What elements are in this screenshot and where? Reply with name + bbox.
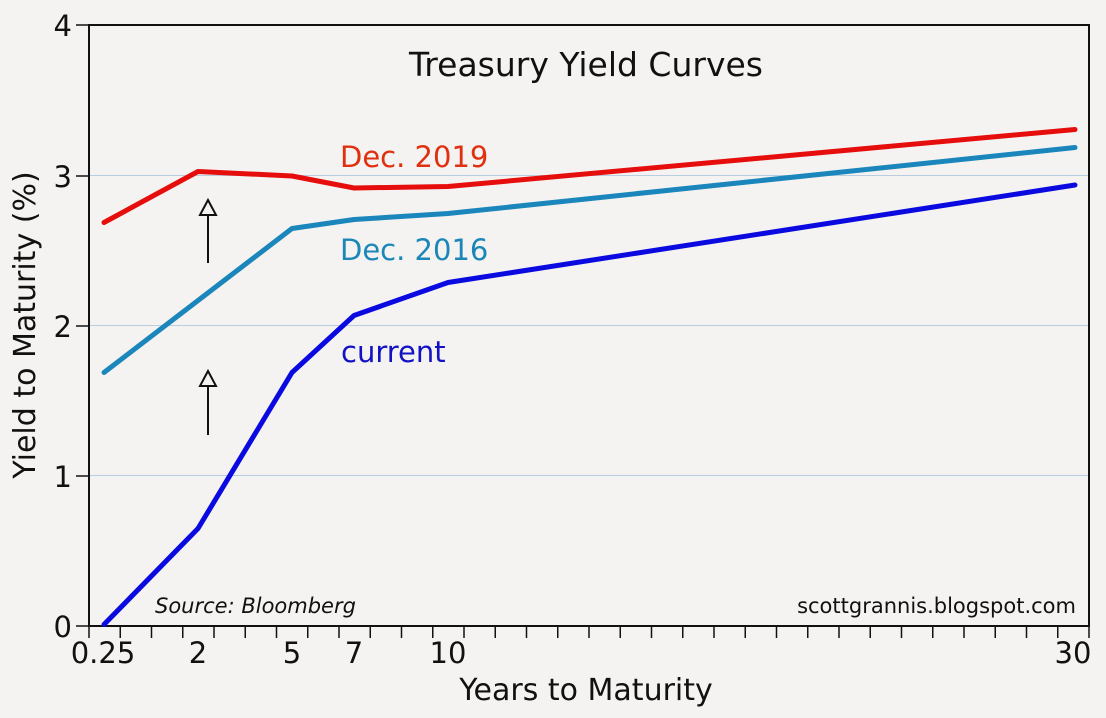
series-label-dec-2016: Dec. 2016: [340, 233, 488, 267]
series-label-current: current: [341, 335, 446, 369]
source-note: Source: Bloomberg: [155, 594, 356, 618]
x-tick-label-7: 7: [345, 636, 363, 670]
x-axis-ticks: [88, 626, 1090, 638]
y-tick-label-1: 1: [54, 460, 72, 494]
y-tick-label-4: 4: [54, 9, 72, 43]
y-axis: [76, 24, 89, 627]
x-tick-label-5: 5: [283, 636, 301, 670]
y-tick-label-0: 0: [54, 610, 72, 644]
x-tick-label-10: 10: [430, 636, 467, 670]
gridlines: [89, 175, 1089, 476]
y-tick-label-2: 2: [54, 310, 72, 344]
x-tick-label-30: 30: [1055, 636, 1092, 670]
y-axis-title: Yield to Maturity (%): [8, 171, 43, 479]
x-tick-label-0.25: 0.25: [71, 636, 136, 670]
up-arrow-upper: [198, 197, 218, 263]
series-lines: [101, 127, 1078, 627]
watermark: scottgrannis.blogspot.com: [797, 594, 1076, 618]
line-dec-2019: [101, 127, 1078, 225]
x-tick-label-2: 2: [189, 636, 207, 670]
chart-title: Treasury Yield Curves: [408, 45, 763, 84]
y-tick-label-3: 3: [54, 160, 72, 194]
series-label-dec-2019: Dec. 2019: [340, 140, 488, 174]
up-arrow-lower: [198, 368, 218, 435]
x-axis-title: Years to Maturity: [458, 673, 713, 708]
y-tick-labels: 0 1 2 3 4: [54, 9, 72, 644]
line-current: [101, 182, 1078, 627]
x-tick-labels: 0.25 2 5 7 10 30: [71, 636, 1092, 670]
line-dec-2016: [101, 145, 1078, 375]
